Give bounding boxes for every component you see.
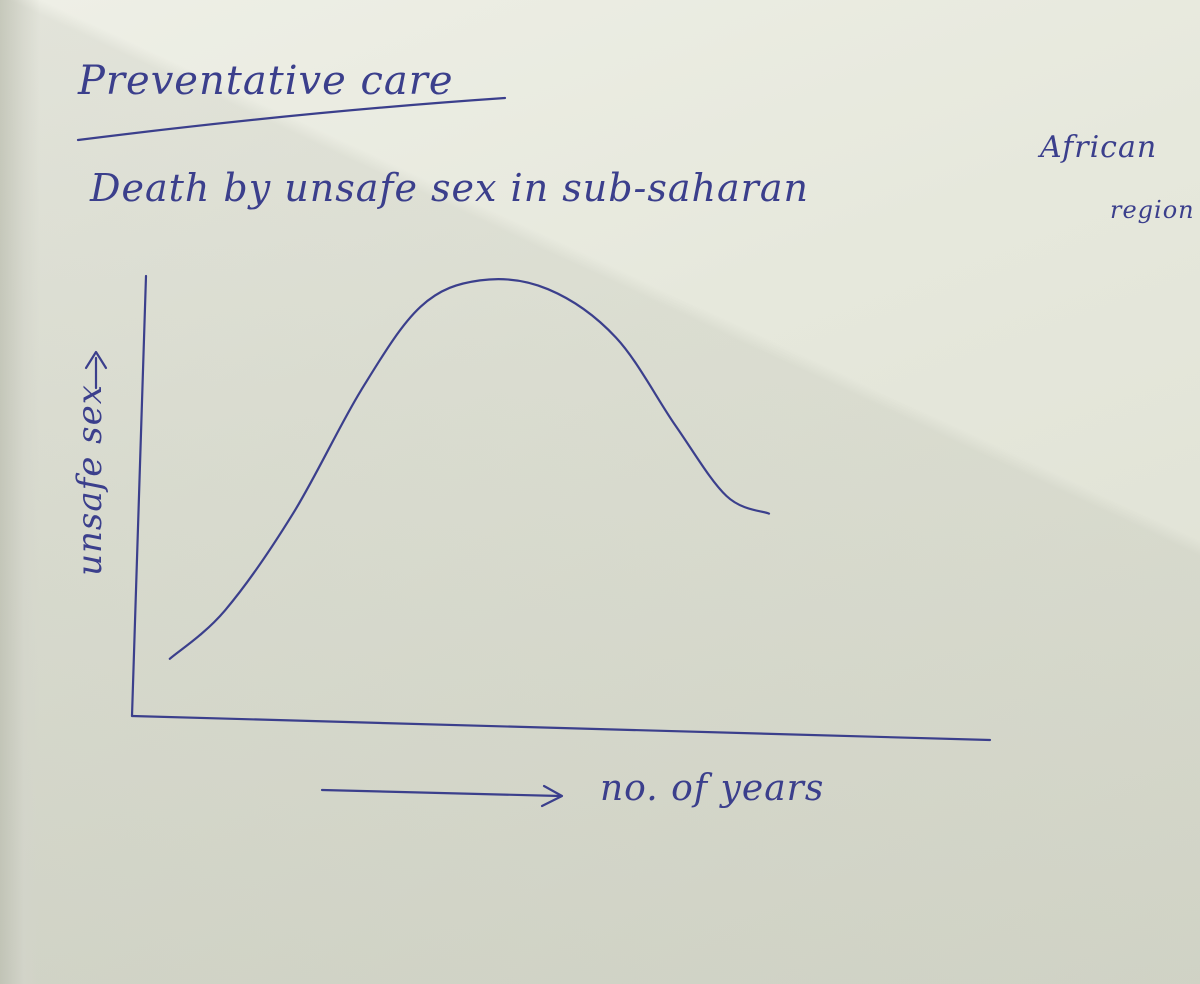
page-title: Preventative care (78, 58, 454, 104)
paper-edge (0, 0, 40, 984)
y-axis-arrow-head (84, 350, 108, 370)
y-axis-label: unsafe sex (70, 384, 110, 576)
x-axis (130, 714, 992, 742)
y-axis (130, 274, 148, 718)
x-axis-arrow-head (540, 784, 564, 808)
chart-subtitle: Death by unsafe sex in sub-saharan (90, 166, 809, 210)
x-axis-arrow (320, 784, 564, 808)
title-underline (76, 96, 507, 142)
y-axis-arrow (84, 350, 108, 390)
chart-subtitle-end: region (1110, 196, 1195, 224)
series-group (168, 278, 771, 660)
series-line-0 (168, 278, 771, 660)
chart-subtitle-continued: African (1040, 130, 1158, 165)
x-axis-arrow-shaft (320, 788, 562, 798)
x-axis-label: no. of years (600, 768, 825, 809)
